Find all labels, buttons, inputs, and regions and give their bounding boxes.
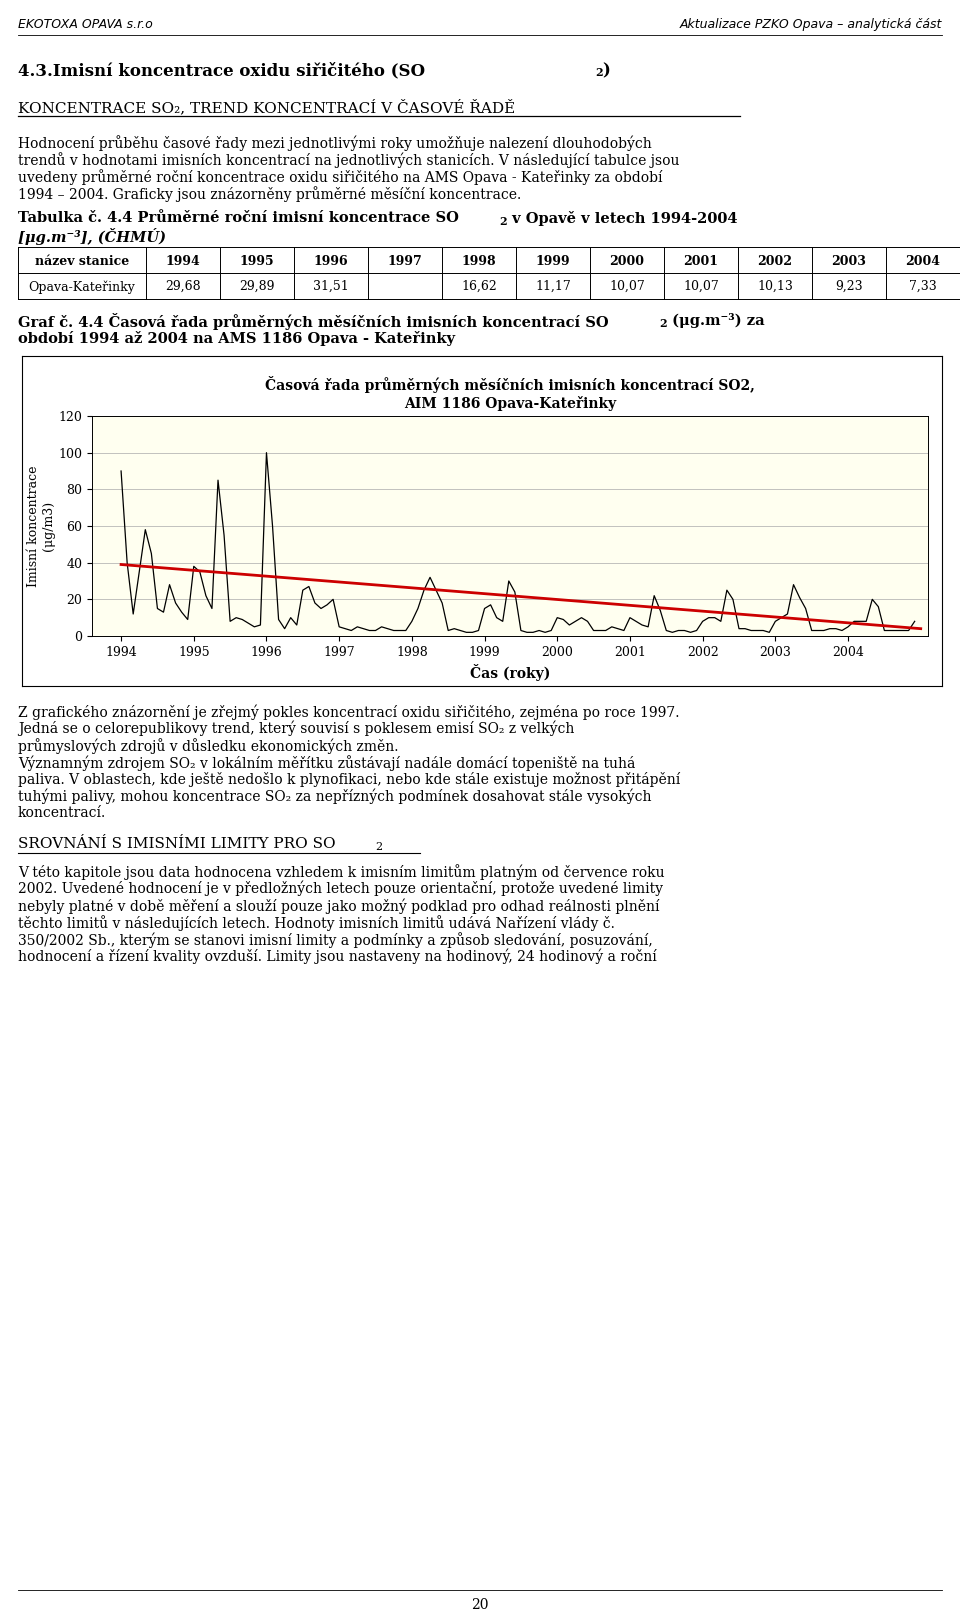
Text: 10,13: 10,13 — [757, 279, 793, 294]
Text: Významným zdrojem SO₂ v lokálním měřítku zůstávají nadále domácí topeniště na tu: Významným zdrojem SO₂ v lokálním měřítku… — [18, 755, 636, 771]
Text: 1995: 1995 — [240, 255, 275, 268]
Text: Jedná se o celorepublikovy trend, který souvisí s poklesem emisí SO₂ z velkých: Jedná se o celorepublikovy trend, který … — [18, 721, 574, 736]
Text: V této kapitole jsou data hodnocena vzhledem k imisním limitům platným od červen: V této kapitole jsou data hodnocena vzhl… — [18, 863, 664, 880]
Text: trendů v hodnotami imisních koncentrací na jednotlivých stanicích. V následující: trendů v hodnotami imisních koncentrací … — [18, 152, 680, 168]
Text: Tabulka č. 4.4 Průměrné roční imisní koncentrace SO: Tabulka č. 4.4 Průměrné roční imisní kon… — [18, 211, 459, 224]
Text: 1996: 1996 — [314, 255, 348, 268]
Text: 29,68: 29,68 — [165, 279, 201, 294]
Text: 350/2002 Sb., kterým se stanovi imisní limity a podmínky a způsob sledování, pos: 350/2002 Sb., kterým se stanovi imisní l… — [18, 931, 653, 947]
Text: ): ) — [602, 61, 610, 79]
Text: 2: 2 — [375, 843, 382, 852]
Text: v Opavě v letech 1994-2004: v Opavě v letech 1994-2004 — [507, 211, 737, 226]
Text: název stanice: název stanice — [35, 255, 130, 268]
Text: 11,17: 11,17 — [535, 279, 571, 294]
Text: SROVNÁNÍ S IMISNÍMI LIMITY PRO SO: SROVNÁNÍ S IMISNÍMI LIMITY PRO SO — [18, 838, 336, 851]
Text: období 1994 až 2004 na AMS 1186 Opava - Kateřinky: období 1994 až 2004 na AMS 1186 Opava - … — [18, 331, 455, 345]
Text: tuhými palivy, mohou koncentrace SO₂ za nepřízných podmínek dosahovat stále vyso: tuhými palivy, mohou koncentrace SO₂ za … — [18, 789, 652, 804]
Text: uvedeny průměrné roční koncentrace oxidu siřičitého na AMS Opava - Kateřinky za : uvedeny průměrné roční koncentrace oxidu… — [18, 169, 662, 186]
Text: 2002: 2002 — [757, 255, 793, 268]
Text: 2002. Uvedené hodnocení je v předložných letech pouze orientační, protože uveden: 2002. Uvedené hodnocení je v předložných… — [18, 881, 663, 896]
Text: 1999: 1999 — [536, 255, 570, 268]
Text: Opava-Kateřinky: Opava-Kateřinky — [29, 279, 135, 294]
Text: Z grafického znázornění je zřejmý pokles koncentrací oxidu siřičitého, zejména p: Z grafického znázornění je zřejmý pokles… — [18, 704, 680, 720]
Text: [μg.m⁻³], (ČHMÚ): [μg.m⁻³], (ČHMÚ) — [18, 228, 166, 245]
Text: 7,33: 7,33 — [909, 279, 937, 294]
Text: 9,23: 9,23 — [835, 279, 863, 294]
Text: 2: 2 — [595, 68, 603, 77]
X-axis label: Čas (roky): Čas (roky) — [469, 665, 550, 681]
Text: (μg.m⁻³) za: (μg.m⁻³) za — [667, 313, 764, 328]
Text: těchto limitů v následujících letech. Hodnoty imisních limitů udává Nařízení vlá: těchto limitů v následujících letech. Ho… — [18, 915, 614, 931]
Text: koncentrací.: koncentrací. — [18, 805, 107, 820]
Text: Hodnocení průběhu časové řady mezi jednotlivými roky umožňuje nalezení dlouhodob: Hodnocení průběhu časové řady mezi jedno… — [18, 136, 652, 150]
Text: paliva. V oblastech, kde ještě nedošlo k plynofikaci, nebo kde stále existuje mo: paliva. V oblastech, kde ještě nedošlo k… — [18, 771, 681, 788]
Text: 10,07: 10,07 — [610, 279, 645, 294]
Text: 1998: 1998 — [462, 255, 496, 268]
Text: 20: 20 — [471, 1598, 489, 1612]
Text: 2001: 2001 — [684, 255, 718, 268]
Text: 16,62: 16,62 — [461, 279, 497, 294]
Text: 2: 2 — [659, 318, 666, 329]
Title: Časová řada průměrných měsíčních imisních koncentrací SO2,
AIM 1186 Opava-Kateři: Časová řada průměrných měsíčních imisníc… — [265, 376, 755, 410]
Text: 4.3.Imisní koncentrace oxidu siřičitého (SO: 4.3.Imisní koncentrace oxidu siřičitého … — [18, 61, 425, 79]
Text: 2003: 2003 — [831, 255, 867, 268]
Text: 2004: 2004 — [905, 255, 941, 268]
Text: 1997: 1997 — [388, 255, 422, 268]
Y-axis label: Imisní koncentrace
(μg/m3): Imisní koncentrace (μg/m3) — [28, 465, 56, 587]
Text: KONCENTRACE SO₂, TREND KONCENTRACÍ V ČASOVÉ ŘADĚ: KONCENTRACE SO₂, TREND KONCENTRACÍ V ČAS… — [18, 100, 516, 116]
Text: 2000: 2000 — [610, 255, 644, 268]
Text: Graf č. 4.4 Časová řada průměrných měsíčních imisních koncentrací SO: Graf č. 4.4 Časová řada průměrných měsíč… — [18, 313, 609, 329]
Text: EKOTOXA OPAVA s.r.o: EKOTOXA OPAVA s.r.o — [18, 18, 153, 31]
Text: průmyslových zdrojů v důsledku ekonomických změn.: průmyslových zdrojů v důsledku ekonomick… — [18, 738, 398, 754]
Text: nebyly platné v době měření a slouží pouze jako možný podklad pro odhad reálnost: nebyly platné v době měření a slouží pou… — [18, 897, 660, 914]
Text: 10,07: 10,07 — [684, 279, 719, 294]
Text: Aktualizace PZKO Opava – analytická část: Aktualizace PZKO Opava – analytická část — [680, 18, 942, 31]
Text: 2: 2 — [499, 216, 507, 228]
Text: 1994 – 2004. Graficky jsou znázorněny průměrné měsíční koncentrace.: 1994 – 2004. Graficky jsou znázorněny pr… — [18, 186, 521, 202]
Text: 1994: 1994 — [166, 255, 201, 268]
Text: hodnocení a řízení kvality ovzduší. Limity jsou nastaveny na hodinový, 24 hodino: hodnocení a řízení kvality ovzduší. Limi… — [18, 949, 657, 965]
Text: 31,51: 31,51 — [313, 279, 348, 294]
Text: 29,89: 29,89 — [239, 279, 275, 294]
